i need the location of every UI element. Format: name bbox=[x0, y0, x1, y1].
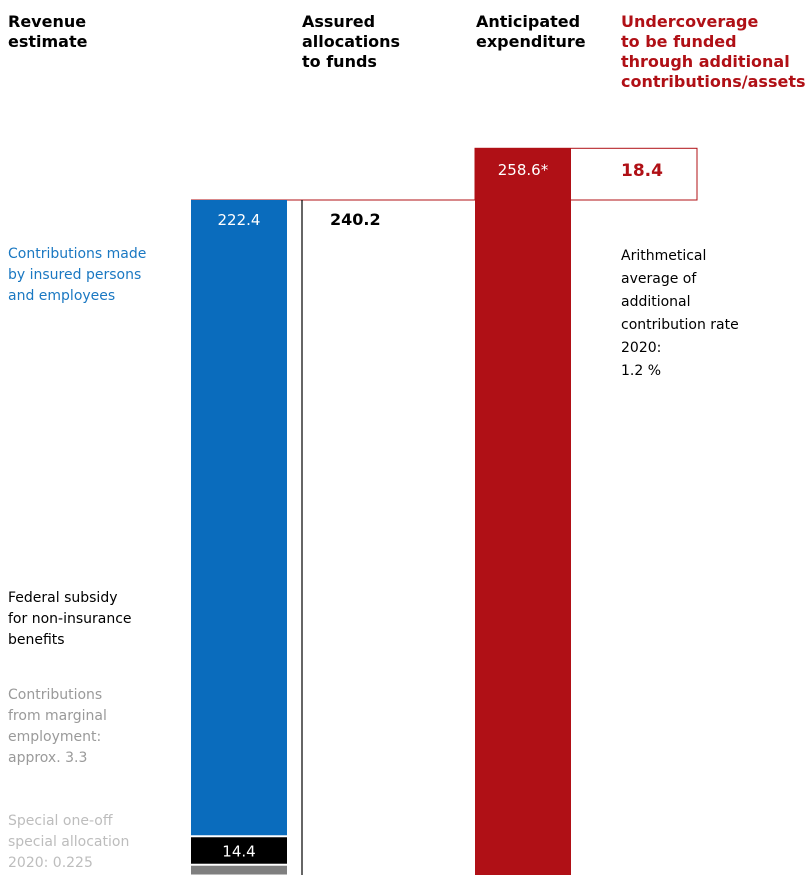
value-label-expenditure: 258.6* bbox=[498, 161, 549, 179]
bar-special-allocation bbox=[191, 874, 287, 875]
bar-contributions-insured bbox=[191, 200, 287, 835]
value-label-federal-subsidy: 14.4 bbox=[222, 842, 255, 860]
value-label-undercoverage: 18.4 bbox=[621, 161, 663, 181]
bar-anticipated-expenditure bbox=[475, 148, 571, 875]
value-label-assured-allocations: 240.2 bbox=[330, 210, 381, 229]
bar-marginal-employment bbox=[191, 866, 287, 875]
value-label-contributions: 222.4 bbox=[218, 211, 261, 229]
